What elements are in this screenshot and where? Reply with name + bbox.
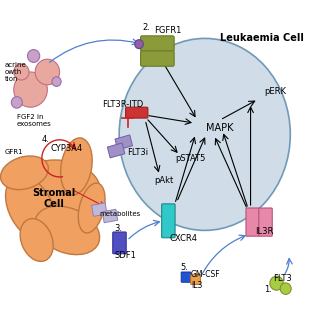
Polygon shape xyxy=(107,143,125,158)
Text: 2.: 2. xyxy=(142,23,150,32)
Text: FGFR1: FGFR1 xyxy=(154,26,182,35)
FancyBboxPatch shape xyxy=(140,51,174,66)
FancyBboxPatch shape xyxy=(191,274,200,284)
FancyBboxPatch shape xyxy=(259,208,272,236)
Polygon shape xyxy=(102,209,118,223)
Text: Stromal
Cell: Stromal Cell xyxy=(32,188,75,209)
Ellipse shape xyxy=(78,183,105,233)
Ellipse shape xyxy=(119,38,290,230)
Ellipse shape xyxy=(20,219,53,261)
Ellipse shape xyxy=(5,176,56,240)
Circle shape xyxy=(270,276,283,290)
Text: SDF1: SDF1 xyxy=(115,252,136,260)
FancyBboxPatch shape xyxy=(162,204,175,238)
Circle shape xyxy=(14,64,29,80)
Circle shape xyxy=(35,59,60,85)
Text: acrine
owth
tion: acrine owth tion xyxy=(4,62,26,82)
Circle shape xyxy=(28,50,40,62)
Text: IL3R: IL3R xyxy=(255,228,274,236)
Text: pAkt: pAkt xyxy=(154,176,173,185)
Ellipse shape xyxy=(35,206,100,255)
Polygon shape xyxy=(115,135,132,150)
Text: FGF2 in
exosomes: FGF2 in exosomes xyxy=(17,114,52,126)
Text: pERK: pERK xyxy=(264,87,286,96)
Text: GFR1: GFR1 xyxy=(4,149,23,155)
Text: 3.: 3. xyxy=(115,224,123,233)
FancyBboxPatch shape xyxy=(113,232,126,254)
Circle shape xyxy=(135,40,143,49)
Text: 4.: 4. xyxy=(41,135,49,144)
Text: 1.: 1. xyxy=(264,285,272,294)
Text: pSTAT5: pSTAT5 xyxy=(176,154,206,163)
Text: CXCR4: CXCR4 xyxy=(170,234,197,243)
Ellipse shape xyxy=(9,160,101,224)
Text: GM-CSF
IL3: GM-CSF IL3 xyxy=(191,270,220,290)
Polygon shape xyxy=(92,203,107,216)
Text: MAPK: MAPK xyxy=(206,123,234,133)
Text: FLT3R-ITD: FLT3R-ITD xyxy=(102,100,144,108)
Ellipse shape xyxy=(1,156,48,190)
FancyBboxPatch shape xyxy=(181,272,191,282)
Text: 5.: 5. xyxy=(180,263,188,272)
Text: CYP3A4: CYP3A4 xyxy=(51,144,83,153)
Text: FLT3i: FLT3i xyxy=(127,148,148,156)
Text: metabolites: metabolites xyxy=(99,212,140,217)
Circle shape xyxy=(14,72,47,107)
FancyBboxPatch shape xyxy=(140,36,174,51)
Text: FLT3: FLT3 xyxy=(274,274,292,283)
Circle shape xyxy=(11,97,22,108)
FancyBboxPatch shape xyxy=(246,208,260,236)
Circle shape xyxy=(52,77,61,86)
Ellipse shape xyxy=(60,138,92,195)
Circle shape xyxy=(280,283,291,294)
Text: Leukaemia Cell: Leukaemia Cell xyxy=(220,33,304,44)
FancyBboxPatch shape xyxy=(125,107,148,118)
